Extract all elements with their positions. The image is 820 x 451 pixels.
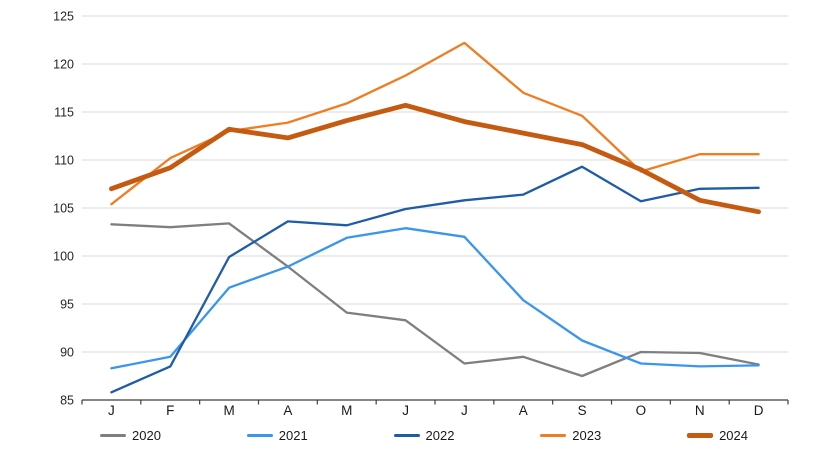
y-axis-labels: 85 90 95 100 105 110 115 120 125 — [53, 10, 74, 408]
legend: 2020 2021 2022 2023 2024 — [100, 426, 748, 444]
x-month-label: J — [402, 403, 409, 418]
x-axis — [81, 399, 789, 405]
legend-line-swatch-2024 — [687, 432, 714, 438]
x-month-label: J — [461, 403, 468, 418]
x-month-label: N — [695, 403, 705, 418]
y-tick-label: 105 — [53, 202, 74, 216]
legend-line-swatch-2022 — [393, 433, 420, 437]
x-month-label: M — [341, 403, 352, 418]
y-tick-label: 120 — [53, 58, 74, 72]
y-tick-label: 115 — [54, 106, 74, 120]
y-tick-label: 125 — [53, 10, 74, 24]
y-tick-label: 100 — [53, 250, 74, 264]
x-month-label: A — [519, 403, 528, 418]
legend-line-swatch-2021 — [246, 433, 273, 437]
legend-line-swatch-2023 — [540, 433, 567, 437]
y-tick-label: 90 — [60, 346, 74, 360]
x-month-label: F — [166, 403, 174, 418]
legend-item-2022[interactable]: 2022 — [393, 427, 455, 443]
x-month-label: M — [223, 403, 234, 418]
x-month-label: O — [636, 403, 647, 418]
legend-item-2020[interactable]: 2020 — [100, 429, 161, 442]
plot-area: 85 90 95 100 105 110 115 120 125 J F M A M J J A S O N D — [53, 10, 789, 418]
legend-item-2021[interactable]: 2021 — [246, 427, 308, 443]
legend-label: 2023 — [572, 427, 602, 443]
series-line-2024 — [109, 102, 761, 215]
x-month-label: J — [108, 403, 115, 418]
gridlines — [82, 15, 788, 353]
x-month-label: S — [578, 403, 587, 418]
series-line-2022 — [110, 165, 760, 394]
legend-label: 2021 — [278, 427, 308, 443]
legend-label: 2020 — [132, 427, 161, 443]
legend-item-2023[interactable]: 2023 — [540, 429, 601, 442]
legend-line-swatch-2020 — [100, 433, 126, 437]
legend-label: 2022 — [425, 427, 455, 443]
legend-label: 2024 — [719, 427, 748, 443]
y-tick-label: 85 — [60, 394, 74, 408]
series-line-2020 — [110, 222, 760, 378]
y-tick-label: 95 — [60, 298, 74, 312]
series-line-2021 — [110, 227, 760, 370]
legend-item-2024[interactable]: 2024 — [687, 429, 748, 442]
y-tick-label: 110 — [54, 154, 74, 168]
x-month-label: D — [754, 403, 764, 418]
x-month-label: A — [283, 403, 292, 418]
